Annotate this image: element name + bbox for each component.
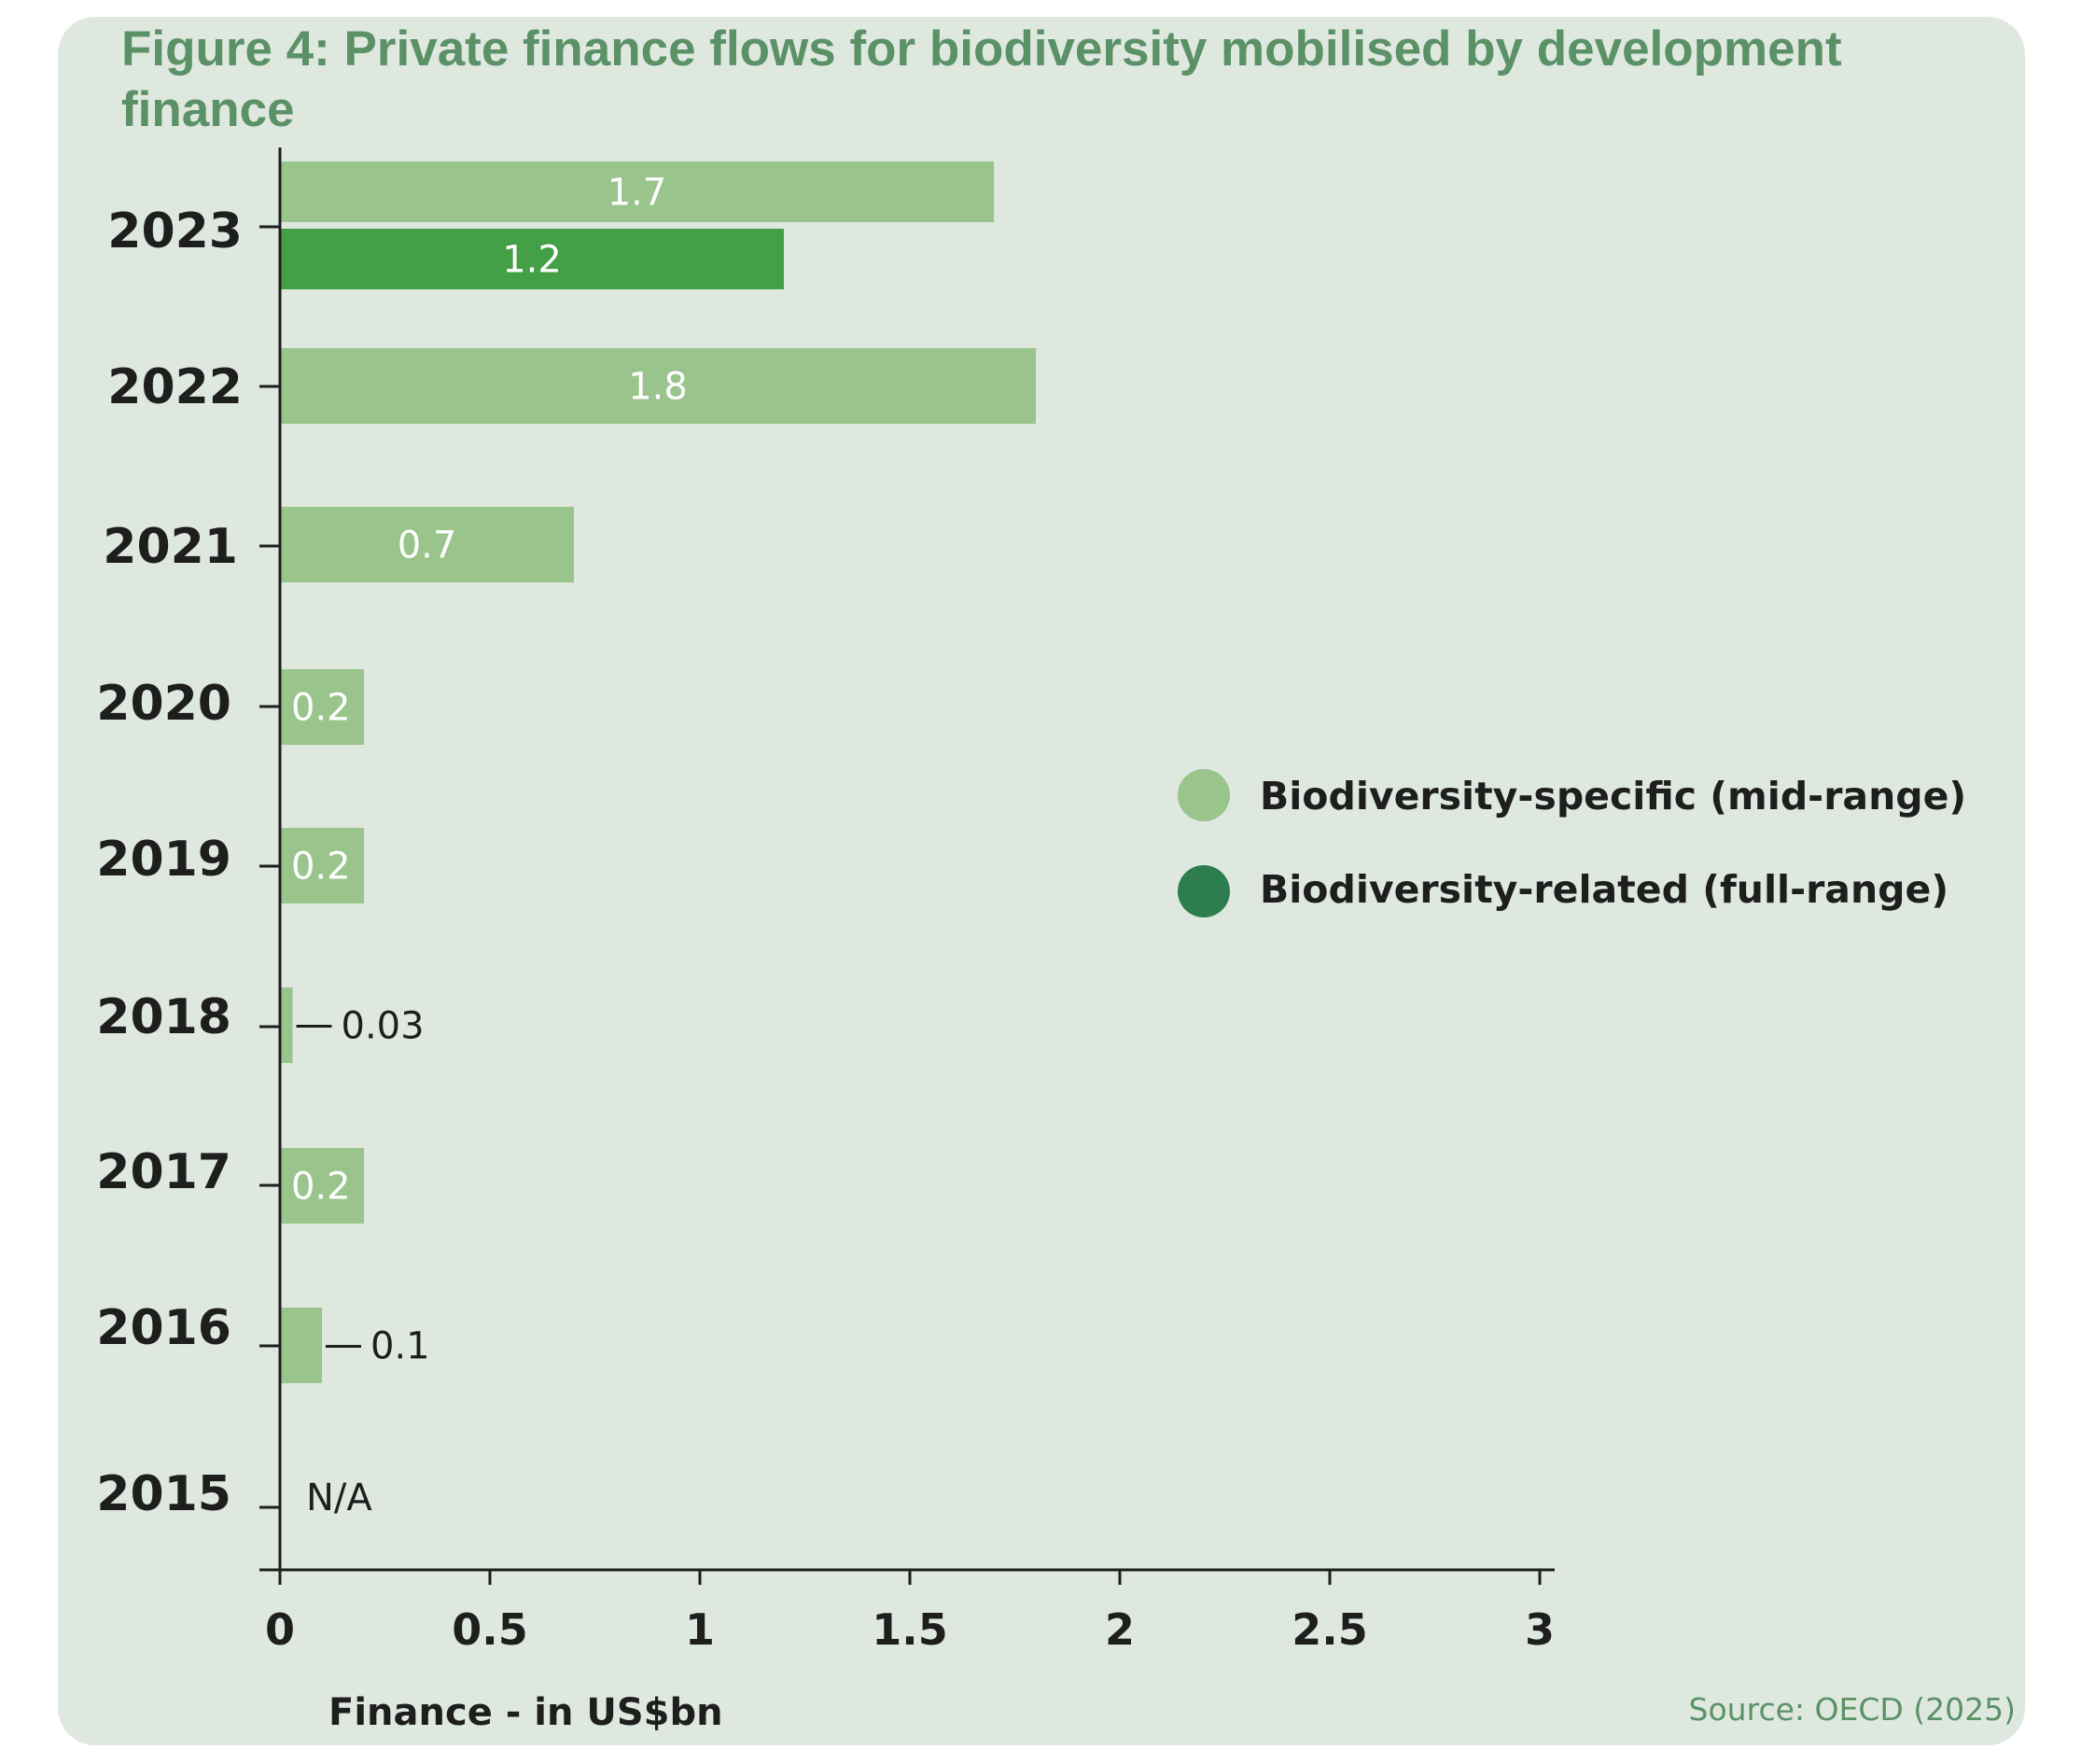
x-axis-label: Finance - in US$bn	[328, 1691, 723, 1734]
y-tick-label: 2019	[96, 832, 231, 888]
data-label: 0.7	[398, 525, 457, 567]
chart-title: Figure 4: Private finance flows for biod…	[121, 21, 1842, 137]
data-label-na: N/A	[306, 1477, 372, 1519]
x-tick-label: 2	[1105, 1604, 1135, 1655]
bar-related-2023	[280, 229, 784, 289]
x-tick-label: 1.5	[872, 1604, 948, 1655]
bar-specific-2016	[280, 1308, 322, 1383]
labels-layer: 0 0.5 1 1.5 2 2.5 3 2023 2022 2021 2020 2019 2018 201…	[96, 172, 1555, 1656]
data-label: 0.03	[342, 1005, 425, 1048]
data-label: 1.8	[628, 366, 688, 409]
bar-specific-2020	[280, 669, 364, 745]
y-tick-label: 2015	[96, 1466, 231, 1522]
axes-layer	[259, 147, 1555, 1585]
y-tick-label: 2016	[96, 1300, 231, 1356]
x-tick-label: 0	[265, 1604, 295, 1655]
y-tick-label: 2018	[96, 989, 231, 1045]
data-label: 0.1	[370, 1325, 430, 1368]
x-tick-label: 3	[1525, 1604, 1555, 1655]
x-tick-label: 1	[685, 1604, 715, 1655]
y-tick-label: 2022	[107, 359, 243, 415]
data-label: 0.2	[291, 1166, 351, 1209]
data-label: 1.2	[502, 239, 562, 282]
legend-label-related: Biodiversity-related (full-range)	[1260, 867, 1948, 912]
y-tick-label: 2017	[96, 1144, 231, 1200]
bar-specific-2018	[280, 987, 293, 1063]
bar-specific-2019	[280, 828, 364, 903]
bar-specific-2023	[280, 161, 994, 222]
x-tick-label: 2.5	[1292, 1604, 1368, 1655]
bar-specific-2022	[280, 348, 1036, 424]
legend-swatch-specific	[1178, 769, 1230, 821]
source-note: Source: OECD (2025)	[1689, 1691, 2016, 1728]
figure-panel	[58, 17, 2025, 1745]
y-tick-label: 2020	[96, 676, 231, 732]
y-tick-label: 2021	[103, 519, 238, 575]
legend-label-specific: Biodiversity-specific (mid-range)	[1260, 774, 1966, 819]
x-tick-label: 0.5	[452, 1604, 528, 1655]
bar-specific-2021	[280, 507, 574, 582]
data-label: 1.7	[608, 172, 667, 215]
bar-specific-2017	[280, 1148, 364, 1224]
legend: Biodiversity-specific (mid-range) Biodiv…	[1178, 769, 1966, 917]
bars-layer	[280, 161, 1036, 1383]
y-tick-label: 2023	[107, 203, 243, 259]
data-label: 0.2	[291, 846, 351, 889]
data-label: 0.2	[291, 687, 351, 730]
legend-swatch-related	[1178, 865, 1230, 917]
